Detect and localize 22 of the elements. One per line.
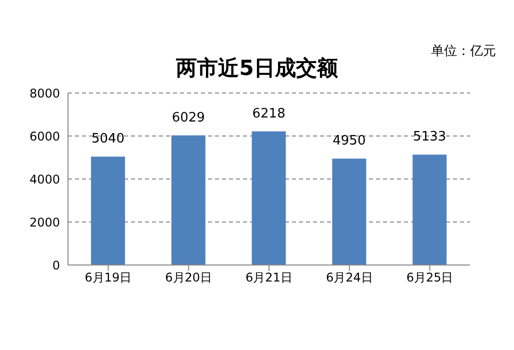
bar xyxy=(412,154,447,265)
bar xyxy=(332,158,366,265)
bar xyxy=(171,135,206,265)
bar xyxy=(252,131,286,265)
data-label: 4950 xyxy=(332,134,366,149)
y-tick-label: 8000 xyxy=(29,86,60,100)
x-tick-label: 6月25日 xyxy=(406,270,454,285)
data-label: 6218 xyxy=(252,106,286,122)
chart-title: 两市近5日成交额 xyxy=(176,56,338,80)
bar xyxy=(91,156,125,265)
text: 单位：亿元 xyxy=(431,43,496,60)
data-label: 5133 xyxy=(413,130,446,145)
y-tick-label: 6000 xyxy=(29,129,60,144)
x-tick-label: 6月20日 xyxy=(165,270,212,285)
data-label: 6029 xyxy=(172,110,205,126)
y-tick-label: 2000 xyxy=(29,215,60,230)
x-tick-label: 6月21日 xyxy=(246,270,292,285)
y-tick-label: 4000 xyxy=(29,172,60,186)
x-tick-label: 6月24日 xyxy=(326,270,373,285)
x-tick-label: 6月19日 xyxy=(84,270,132,285)
y-tick-label: 0 xyxy=(52,258,60,272)
data-label: 5040 xyxy=(91,132,125,147)
